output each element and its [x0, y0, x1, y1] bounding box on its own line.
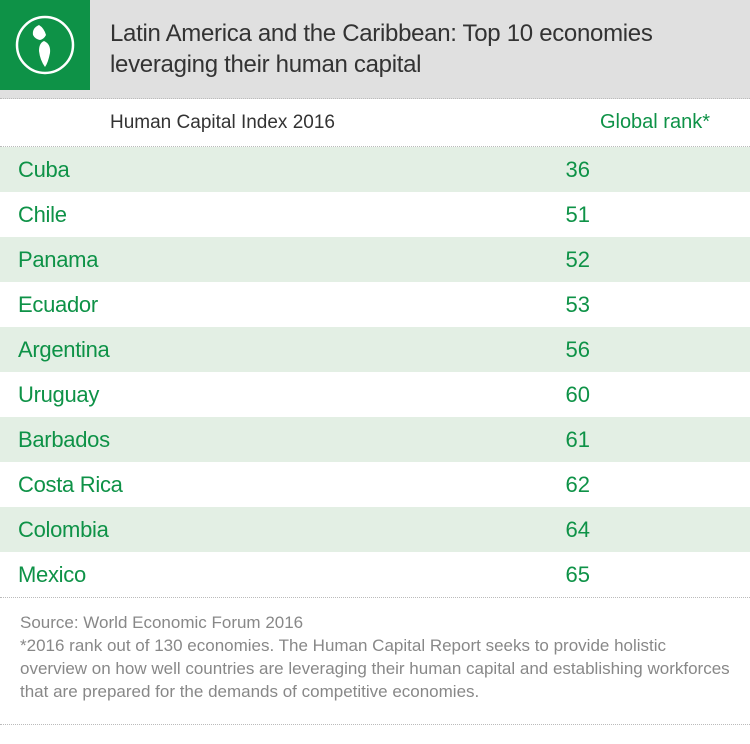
source-text: Source: World Economic Forum 2016 — [20, 612, 730, 635]
table-row: Mexico 65 — [0, 552, 750, 597]
country-rank: 64 — [566, 517, 590, 543]
country-name: Uruguay — [18, 382, 99, 408]
table-row: Colombia 64 — [0, 507, 750, 552]
country-name: Panama — [18, 247, 98, 273]
header: Latin America and the Caribbean: Top 10 … — [0, 0, 750, 99]
country-name: Barbados — [18, 427, 110, 453]
table-row: Argentina 56 — [0, 327, 750, 372]
global-rank-label: Global rank* — [600, 111, 710, 134]
region-icon-box — [0, 0, 90, 90]
footnote-text: *2016 rank out of 130 economies. The Hum… — [20, 635, 730, 704]
table-row: Ecuador 53 — [0, 282, 750, 327]
index-label: Human Capital Index 2016 — [110, 112, 335, 134]
country-rank: 61 — [566, 427, 590, 453]
footer: Source: World Economic Forum 2016 *2016 … — [0, 598, 750, 725]
country-name: Cuba — [18, 157, 69, 183]
table-row: Chile 51 — [0, 192, 750, 237]
table-row: Panama 52 — [0, 237, 750, 282]
country-rank: 36 — [566, 157, 590, 183]
country-rank: 65 — [566, 562, 590, 588]
table-row: Cuba 36 — [0, 147, 750, 192]
country-rank: 51 — [566, 202, 590, 228]
subheader: Human Capital Index 2016 Global rank* — [0, 99, 750, 147]
table-row: Uruguay 60 — [0, 372, 750, 417]
country-name: Ecuador — [18, 292, 98, 318]
south-america-globe-icon — [13, 13, 77, 77]
ranking-table: Cuba 36 Chile 51 Panama 52 Ecuador 53 Argent… — [0, 147, 750, 598]
country-rank: 62 — [566, 472, 590, 498]
table-row: Costa Rica 62 — [0, 462, 750, 507]
country-name: Argentina — [18, 337, 109, 363]
country-rank: 56 — [566, 337, 590, 363]
country-name: Costa Rica — [18, 472, 123, 498]
country-rank: 52 — [566, 247, 590, 273]
country-name: Mexico — [18, 562, 86, 588]
country-rank: 60 — [566, 382, 590, 408]
country-rank: 53 — [566, 292, 590, 318]
country-name: Chile — [18, 202, 67, 228]
country-name: Colombia — [18, 517, 109, 543]
table-row: Barbados 61 — [0, 417, 750, 462]
page-title: Latin America and the Caribbean: Top 10 … — [110, 18, 720, 80]
